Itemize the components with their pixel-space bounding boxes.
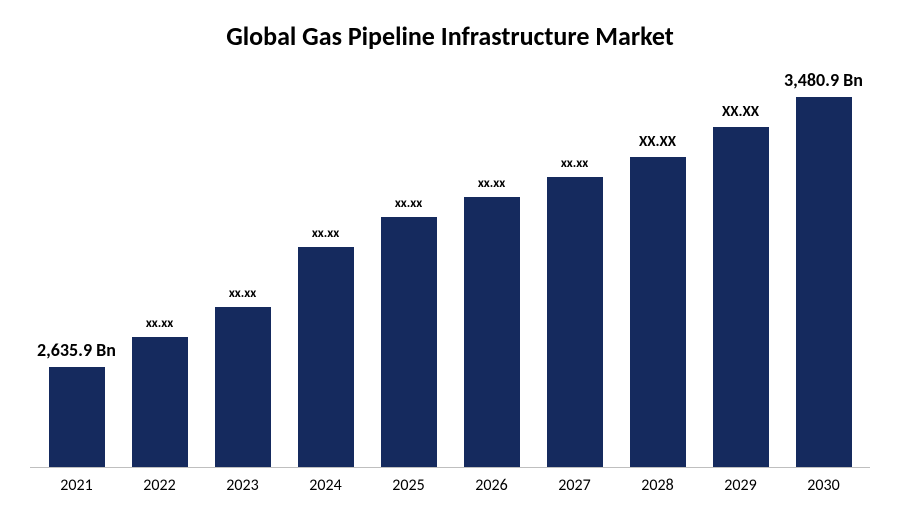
bar bbox=[713, 127, 769, 467]
bar-value-label: xx.xx bbox=[395, 196, 422, 211]
x-axis: 2021 2022 2023 2024 2025 2026 2027 2028 … bbox=[30, 468, 870, 495]
x-tick-label: 2029 bbox=[699, 476, 782, 495]
bar-group: xx.xx bbox=[367, 67, 450, 467]
bar-group: xx.xx bbox=[284, 67, 367, 467]
bar bbox=[630, 157, 686, 467]
bar bbox=[132, 337, 188, 467]
bar-value-label: 2,635.9 Bn bbox=[37, 339, 116, 361]
bar-value-label: xx.xx bbox=[229, 286, 256, 301]
bar-value-label: xx.xx bbox=[561, 156, 588, 171]
bar-value-label: XX.XX bbox=[722, 103, 759, 121]
x-tick-label: 2025 bbox=[367, 476, 450, 495]
bar-group: XX.XX bbox=[699, 67, 782, 467]
x-tick-label: 2028 bbox=[616, 476, 699, 495]
chart-container: Global Gas Pipeline Infrastructure Marke… bbox=[0, 0, 900, 525]
bar-group: xx.xx bbox=[201, 67, 284, 467]
bar bbox=[796, 97, 852, 467]
bar-group: xx.xx bbox=[118, 67, 201, 467]
bar-group: 2,635.9 Bn bbox=[35, 67, 118, 467]
bar-group: 3,480.9 Bn bbox=[782, 67, 865, 467]
x-tick-label: 2026 bbox=[450, 476, 533, 495]
bar bbox=[298, 247, 354, 467]
bars-area: 2,635.9 Bn xx.xx xx.xx xx.xx xx.xx xx.xx bbox=[30, 67, 870, 468]
bar-value-label: xx.xx bbox=[312, 226, 339, 241]
bar-value-label: xx.xx bbox=[478, 176, 505, 191]
x-tick-label: 2030 bbox=[782, 476, 865, 495]
bar bbox=[464, 197, 520, 467]
bar bbox=[381, 217, 437, 467]
bar-value-label: 3,480.9 Bn bbox=[784, 69, 863, 91]
bar bbox=[547, 177, 603, 467]
bar-group: XX.XX bbox=[616, 67, 699, 467]
bar-group: xx.xx bbox=[533, 67, 616, 467]
plot-area: 2,635.9 Bn xx.xx xx.xx xx.xx xx.xx xx.xx bbox=[30, 67, 870, 495]
x-tick-label: 2021 bbox=[35, 476, 118, 495]
x-tick-label: 2022 bbox=[118, 476, 201, 495]
bar bbox=[215, 307, 271, 467]
x-tick-label: 2023 bbox=[201, 476, 284, 495]
x-tick-label: 2024 bbox=[284, 476, 367, 495]
bar bbox=[49, 367, 105, 467]
x-tick-label: 2027 bbox=[533, 476, 616, 495]
bar-group: xx.xx bbox=[450, 67, 533, 467]
chart-title: Global Gas Pipeline Infrastructure Marke… bbox=[30, 20, 870, 52]
bar-value-label: XX.XX bbox=[639, 133, 676, 151]
bar-value-label: xx.xx bbox=[146, 316, 173, 331]
